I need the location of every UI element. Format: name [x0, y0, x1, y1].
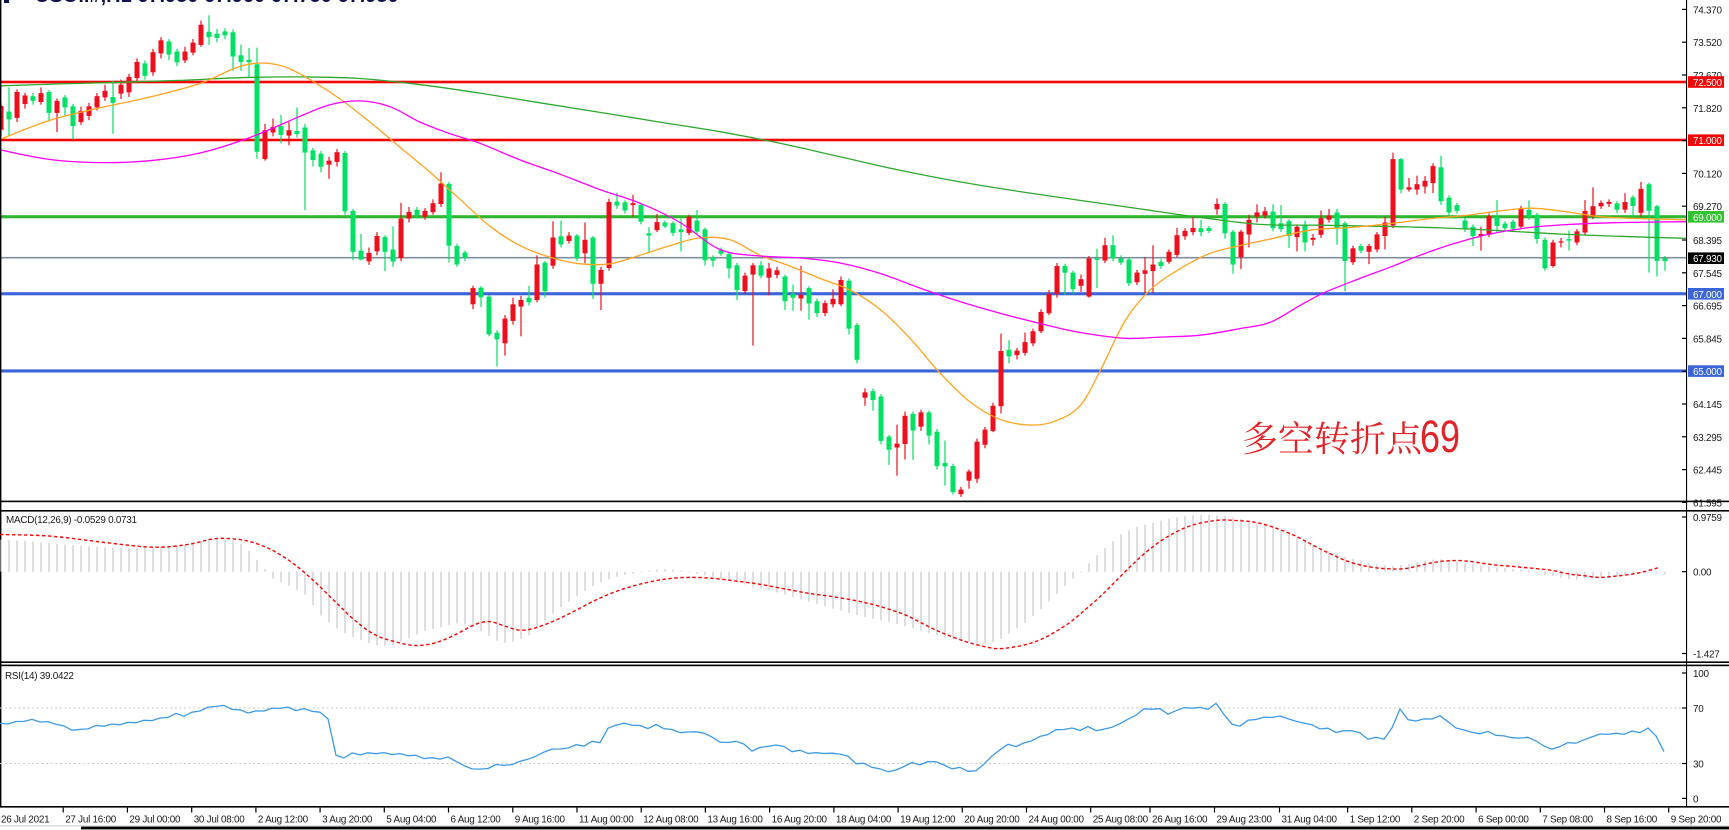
- svg-text:29 Jul 00:00: 29 Jul 00:00: [129, 815, 181, 826]
- svg-text:69: 69: [1420, 411, 1460, 462]
- svg-text:6 Aug 12:00: 6 Aug 12:00: [451, 815, 502, 826]
- svg-text:63.295: 63.295: [1693, 433, 1722, 444]
- svg-text:30 Jul 08:00: 30 Jul 08:00: [194, 815, 246, 826]
- svg-text:2 Aug 12:00: 2 Aug 12:00: [258, 815, 309, 826]
- svg-text:72.500: 72.500: [1693, 78, 1722, 89]
- svg-text:24 Aug 00:00: 24 Aug 00:00: [1029, 815, 1085, 826]
- svg-text:31 Aug 04:00: 31 Aug 04:00: [1282, 815, 1338, 826]
- svg-text:0: 0: [1693, 794, 1699, 805]
- svg-text:2 Sep 20:00: 2 Sep 20:00: [1414, 815, 1465, 826]
- svg-text:26 Jul 2021: 26 Jul 2021: [1, 815, 50, 826]
- svg-text:67.000: 67.000: [1693, 290, 1722, 301]
- svg-text:9 Aug 16:00: 9 Aug 16:00: [515, 815, 566, 826]
- svg-text:65.845: 65.845: [1693, 334, 1722, 345]
- svg-text:RSI(14) 39.0422: RSI(14) 39.0422: [5, 671, 74, 682]
- svg-text:65.000: 65.000: [1693, 367, 1722, 378]
- svg-text:70: 70: [1693, 704, 1704, 715]
- svg-text:71.820: 71.820: [1693, 104, 1722, 115]
- svg-text:7 Sep 08:00: 7 Sep 08:00: [1542, 815, 1593, 826]
- svg-text:69.270: 69.270: [1693, 202, 1722, 213]
- svg-text:29 Aug 23:00: 29 Aug 23:00: [1217, 815, 1273, 826]
- svg-text:70.120: 70.120: [1693, 169, 1722, 180]
- svg-text:13 Aug 16:00: 13 Aug 16:00: [707, 815, 763, 826]
- svg-text:0.00: 0.00: [1693, 568, 1712, 579]
- svg-text:26 Aug 16:00: 26 Aug 16:00: [1152, 815, 1208, 826]
- svg-text:100: 100: [1693, 669, 1709, 680]
- svg-text:9 Sep 20:00: 9 Sep 20:00: [1671, 815, 1722, 826]
- svg-text:69.000: 69.000: [1693, 213, 1722, 224]
- svg-text:67.930: 67.930: [1693, 254, 1722, 265]
- svg-text:25 Aug 08:00: 25 Aug 08:00: [1093, 815, 1149, 826]
- svg-text:USOil#,H1 67.930 67.960 67.750: USOil#,H1 67.930 67.960 67.750 67.930: [35, 0, 399, 7]
- svg-text:8 Sep 16:00: 8 Sep 16:00: [1607, 815, 1658, 826]
- svg-text:68.395: 68.395: [1693, 236, 1722, 247]
- svg-text:74.370: 74.370: [1693, 5, 1722, 16]
- svg-text:16 Aug 20:00: 16 Aug 20:00: [772, 815, 828, 826]
- svg-text:71.000: 71.000: [1693, 136, 1722, 147]
- svg-text:-1.427: -1.427: [1693, 650, 1720, 661]
- svg-text:3 Aug 20:00: 3 Aug 20:00: [322, 815, 373, 826]
- svg-text:66.695: 66.695: [1693, 302, 1722, 313]
- svg-text:12 Aug 08:00: 12 Aug 08:00: [643, 815, 699, 826]
- svg-text:64.145: 64.145: [1693, 400, 1722, 411]
- svg-text:1 Sep 12:00: 1 Sep 12:00: [1350, 815, 1401, 826]
- svg-text:27 Jul 16:00: 27 Jul 16:00: [65, 815, 117, 826]
- svg-text:19 Aug 12:00: 19 Aug 12:00: [900, 815, 956, 826]
- svg-text:62.445: 62.445: [1693, 466, 1722, 477]
- svg-text:20 Aug 20:00: 20 Aug 20:00: [964, 815, 1020, 826]
- svg-text:73.520: 73.520: [1693, 38, 1722, 49]
- svg-text:5 Aug 04:00: 5 Aug 04:00: [386, 815, 437, 826]
- svg-text:61.595: 61.595: [1693, 498, 1722, 509]
- svg-text:30: 30: [1693, 760, 1704, 771]
- svg-text:18 Aug 04:00: 18 Aug 04:00: [836, 815, 892, 826]
- svg-text:6 Sep 00:00: 6 Sep 00:00: [1478, 815, 1529, 826]
- svg-text:67.545: 67.545: [1693, 269, 1722, 280]
- svg-text:MACD(12,26,9) -0.0529 0.0731: MACD(12,26,9) -0.0529 0.0731: [6, 515, 138, 526]
- svg-text:0.9759: 0.9759: [1693, 513, 1722, 524]
- svg-text:11 Aug 00:00: 11 Aug 00:00: [579, 815, 634, 826]
